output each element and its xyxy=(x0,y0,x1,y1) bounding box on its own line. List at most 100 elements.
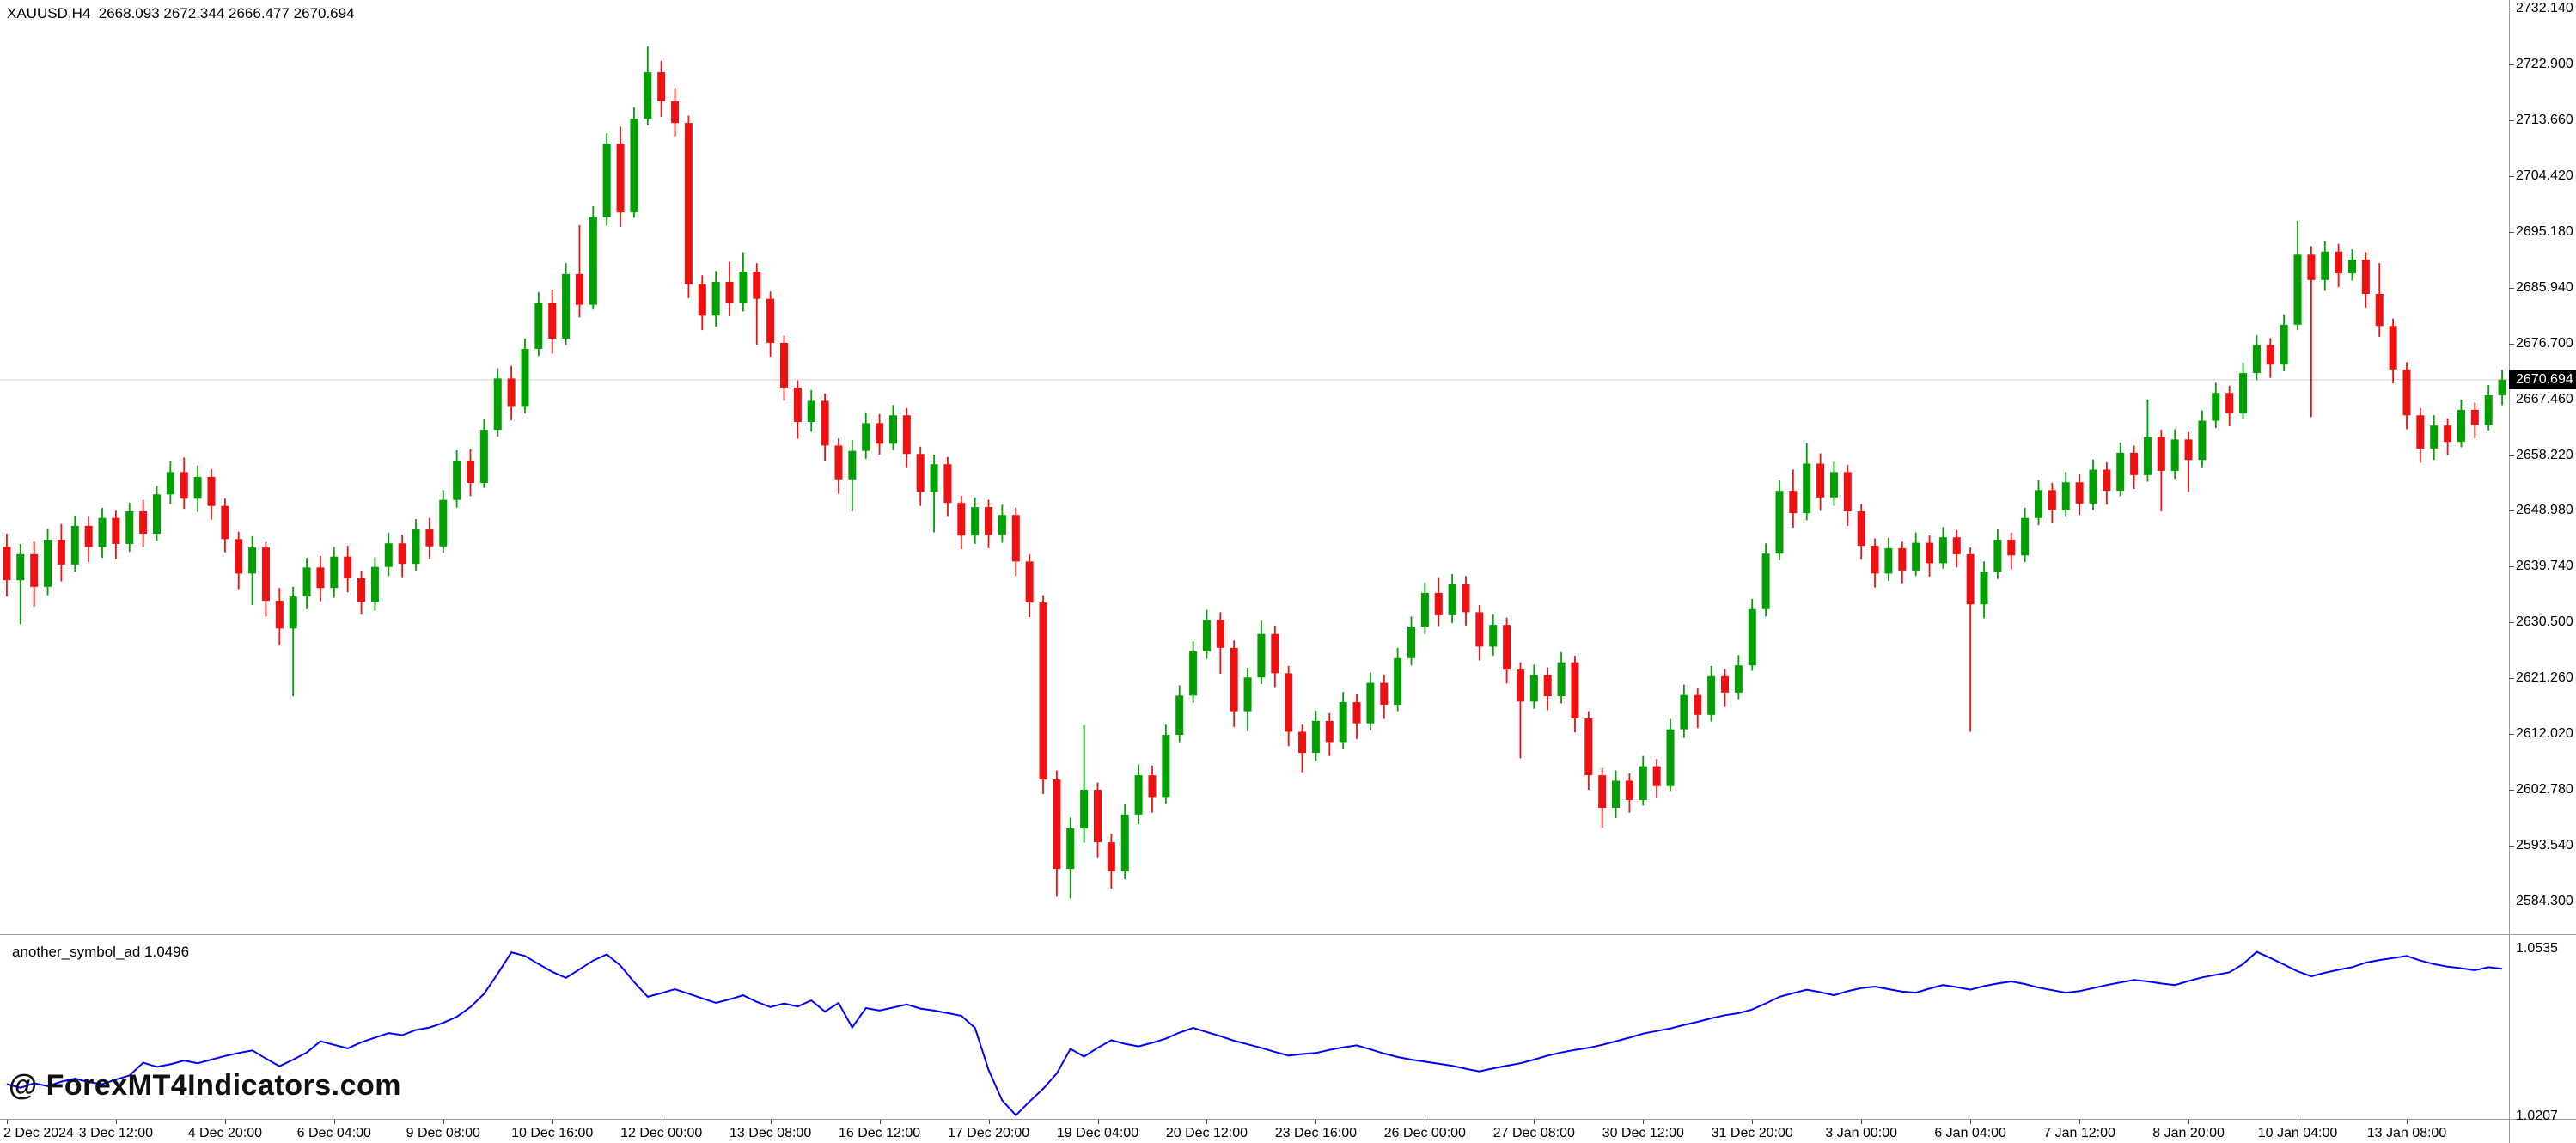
candle-body xyxy=(1993,540,2002,572)
candle-body xyxy=(289,596,297,629)
candle-body xyxy=(998,515,1006,535)
candle-body xyxy=(1652,766,1661,786)
candle-body xyxy=(1816,463,1825,498)
time-axis-label: 3 Dec 12:00 xyxy=(78,1126,154,1140)
candle-body xyxy=(1598,775,1607,809)
time-axis-label: 7 Jan 12:00 xyxy=(2043,1126,2115,1140)
time-axis-label: 9 Dec 08:00 xyxy=(406,1126,480,1140)
time-axis-label: 10 Dec 16:00 xyxy=(511,1126,594,1140)
candle-body xyxy=(112,517,120,544)
candle-body xyxy=(1189,651,1198,696)
candle-body xyxy=(1066,828,1075,870)
time-axis-separator xyxy=(0,1119,2576,1120)
time-axis-tick xyxy=(6,1120,8,1124)
time-axis-label: 27 Dec 08:00 xyxy=(1492,1126,1575,1140)
candle-body xyxy=(493,378,502,431)
candle-body xyxy=(2307,254,2316,280)
candle-body xyxy=(330,556,339,589)
candle-body xyxy=(2061,482,2070,510)
candle-body xyxy=(1271,633,1279,674)
candle-body xyxy=(848,450,857,480)
time-axis[interactable]: 2 Dec 2024 3 Dec 12:00 4 Dec 20:00 6 Dec 04… xyxy=(0,1120,2509,1143)
candle-body xyxy=(1884,547,1893,574)
candle-body xyxy=(1516,669,1524,702)
price-axis-label: 2676.700 xyxy=(2516,335,2573,351)
candle-body xyxy=(384,543,393,567)
current-price-tag: 2670.694 xyxy=(2509,370,2576,389)
candle-body xyxy=(1202,620,1211,652)
price-axis[interactable]: 2732.140 2722.900 2713.660 2704.420 2695.180… xyxy=(2509,0,2576,1143)
candle-body xyxy=(1298,731,1307,754)
time-axis-tick xyxy=(2188,1120,2190,1124)
time-axis-label: 16 Dec 12:00 xyxy=(838,1126,921,1140)
time-axis-label: 10 Jan 04:00 xyxy=(2257,1126,2338,1140)
pane-divider[interactable] xyxy=(0,934,2576,935)
time-axis-label: 19 Dec 04:00 xyxy=(1056,1126,1139,1140)
candle-body xyxy=(16,553,25,581)
candle-body xyxy=(2335,251,2343,274)
candle-body xyxy=(1843,472,1852,511)
price-axis-tick xyxy=(2509,846,2514,847)
candle-body xyxy=(1120,814,1129,871)
main-chart-canvas[interactable] xyxy=(0,0,2509,934)
candle-body xyxy=(1366,682,1375,724)
candle-body xyxy=(862,423,870,451)
candle-body xyxy=(84,525,93,547)
time-axis-tick xyxy=(1206,1120,1208,1124)
candle-body xyxy=(711,281,720,316)
price-axis-label: 2584.300 xyxy=(2516,894,2573,908)
watermark: @ ForexMT4Indicators.com xyxy=(9,1069,402,1102)
candle-body xyxy=(180,472,188,499)
candle-body xyxy=(1285,673,1293,732)
candle-body xyxy=(562,273,571,339)
candle-body xyxy=(1148,775,1157,798)
candle-body xyxy=(1571,662,1579,719)
time-axis-tick xyxy=(1970,1120,1972,1124)
candle-body xyxy=(1011,515,1020,562)
candle-body xyxy=(548,303,557,339)
price-axis-tick xyxy=(2509,175,2514,177)
candle-body xyxy=(2021,517,2030,556)
candle-body xyxy=(193,476,202,499)
time-axis-tick xyxy=(1534,1120,1535,1124)
candle-body xyxy=(575,273,583,305)
candle-body xyxy=(153,494,161,535)
candle-body xyxy=(1175,695,1184,736)
candle-body xyxy=(725,281,734,303)
candle-body xyxy=(2170,439,2179,471)
indicator-line xyxy=(6,950,2503,1117)
time-axis-tick xyxy=(2406,1120,2408,1124)
candle-body xyxy=(1938,537,1947,564)
candle-body xyxy=(467,460,474,483)
candle-body xyxy=(2035,490,2042,518)
candle-body xyxy=(888,415,897,444)
candle-body xyxy=(1434,592,1443,615)
candle-body xyxy=(125,510,134,544)
price-axis-label: 2685.940 xyxy=(2516,279,2573,295)
price-axis-label: 2732.140 xyxy=(2516,1,2573,15)
candle-body xyxy=(1339,702,1347,743)
candle-body xyxy=(1966,553,1975,605)
candle-body xyxy=(1243,677,1252,712)
time-axis-tick xyxy=(988,1120,990,1124)
candle-body xyxy=(1025,561,1034,603)
candle-body xyxy=(1039,602,1047,780)
candle-body xyxy=(630,119,638,213)
time-axis-tick xyxy=(1097,1120,1099,1124)
time-axis-label: 17 Dec 20:00 xyxy=(947,1126,1030,1140)
candle-body xyxy=(1803,463,1811,514)
candle-body xyxy=(2348,259,2356,274)
candle-body xyxy=(1094,789,1102,843)
candle-body xyxy=(2361,259,2370,294)
candle-body xyxy=(1503,625,1511,670)
candle-body xyxy=(1053,779,1061,870)
price-axis-label: 2621.260 xyxy=(2516,670,2573,686)
candle-body xyxy=(357,578,366,602)
candle-body xyxy=(1352,702,1361,724)
candle-body xyxy=(3,547,11,581)
time-axis-tick xyxy=(552,1120,553,1124)
candle-body xyxy=(316,567,325,589)
indicator-canvas[interactable] xyxy=(0,936,2509,1119)
candle-body xyxy=(766,298,775,343)
candle-body xyxy=(261,547,270,602)
